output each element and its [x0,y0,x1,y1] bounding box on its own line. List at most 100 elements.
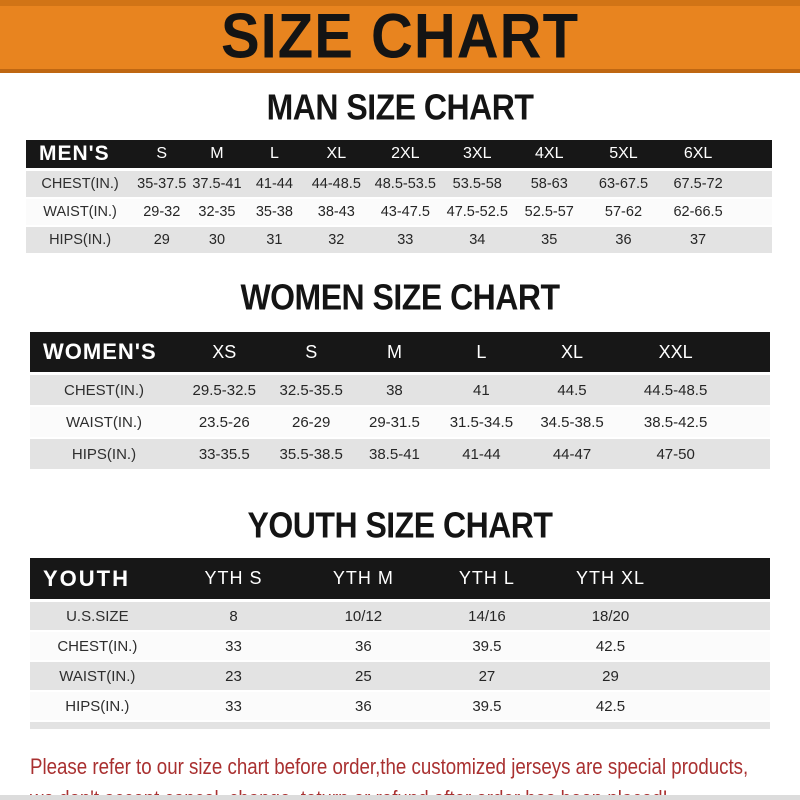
measurement-value: 36 [586,227,661,255]
measurement-value: 29-32 [134,199,190,227]
measurement-row: CHEST(IN.) 33 36 39.5 42.5 [30,632,770,662]
measurement-row: CHEST(IN.) 29.5-32.5 32.5-35.5 38 41 44.5 44.5… [30,375,770,407]
table-bottom-strip [30,722,770,729]
measurement-value: 29-31.5 [351,407,437,439]
order-policy-note: Please refer to our size chart before or… [0,751,800,800]
size-column-header: XL [525,332,619,375]
measurement-value: 35-37.5 [134,171,190,199]
measurement-label: U.S.SIZE [30,602,165,632]
size-table: YOUTH YTH S YTH M YTH L YTH XL U.S.SIZE 8 10/12… [30,558,770,729]
size-column-header: 5XL [586,140,661,171]
measurement-value: 38 [351,375,437,407]
filler-cell [671,602,770,632]
filler-cell [732,439,770,471]
size-column-header: YTH XL [549,558,672,602]
measurement-value: 33-35.5 [178,439,271,471]
size-table-header-row: WOMEN'S XS S M L XL XXL [30,332,770,375]
measurement-value: 32 [304,227,369,255]
measurement-value: 41-44 [436,439,526,471]
filler-cell [735,227,772,255]
measurement-value: 38.5-41 [351,439,437,471]
size-column-header: 6XL [660,140,736,171]
measurement-label: CHEST(IN.) [26,171,135,199]
measurement-value: 29.5-32.5 [178,375,271,407]
filler-cell [735,199,772,227]
measurement-value: 23 [164,662,303,692]
size-table: WOMEN'S XS S M L XL XXL CHEST(IN.) 29.5-32.5 32.5… [30,332,770,471]
filler-cell [671,558,770,602]
measurement-value: 35 [512,227,587,255]
measurement-value: 31.5-34.5 [436,407,526,439]
filler-cell [732,375,770,407]
size-column-header: YTH S [164,558,303,602]
filler-cell [735,140,772,171]
size-table: MEN'S S M L XL 2XL 3XL 4XL 5XL 6XL CHEST(IN.) 35-37… [26,140,772,255]
size-column-header: 3XL [442,140,513,171]
size-column-header: M [189,140,245,171]
size-column-header: XL [304,140,369,171]
size-column-header: S [134,140,190,171]
measurement-value: 34 [442,227,513,255]
measurement-row: HIPS(IN.) 33 36 39.5 42.5 [30,692,770,722]
measurement-row: WAIST(IN.) 23 25 27 29 [30,662,770,692]
women-size-chart-title: WOMEN SIZE CHART [240,276,560,318]
measurement-value: 43-47.5 [368,199,443,227]
measurement-value: 47.5-52.5 [442,199,513,227]
banner-title: SIZE CHART [221,1,579,72]
measurement-row: CHEST(IN.) 35-37.5 37.5-41 41-44 44-48.5 48.5… [26,171,772,199]
measurement-value: 34.5-38.5 [525,407,619,439]
size-column-header: S [270,332,352,375]
measurement-value: 62-66.5 [660,199,736,227]
measurement-value: 44-48.5 [304,171,369,199]
measurement-value: 52.5-57 [512,199,587,227]
measurement-label: CHEST(IN.) [30,632,165,662]
measurement-value: 36 [302,692,425,722]
measurement-value: 27 [424,662,550,692]
filler-cell [732,407,770,439]
measurement-row: HIPS(IN.) 29 30 31 32 33 34 35 36 37 [26,227,772,255]
size-table-header-label: MEN'S [26,140,135,171]
measurement-value: 38.5-42.5 [618,407,733,439]
size-column-header: L [436,332,526,375]
measurement-value: 18/20 [549,602,672,632]
measurement-value: 39.5 [424,632,550,662]
filler-cell [732,332,770,375]
size-table-header-row: MEN'S S M L XL 2XL 3XL 4XL 5XL 6XL [26,140,772,171]
filler-cell [735,171,772,199]
measurement-value: 35.5-38.5 [270,439,352,471]
measurement-value: 47-50 [618,439,733,471]
measurement-value: 33 [164,632,303,662]
size-column-header: 4XL [512,140,587,171]
women-size-chart-section: WOMEN'S XS S M L XL XXL CHEST(IN.) 29.5-32.5 32.5… [30,332,770,471]
measurement-label: WAIST(IN.) [30,407,178,439]
measurement-value: 39.5 [424,692,550,722]
measurement-value: 25 [302,662,425,692]
man-size-chart-title: MAN SIZE CHART [266,86,534,128]
filler-cell [671,692,770,722]
table-bottom-strip-cell [30,722,770,729]
measurement-value: 29 [134,227,190,255]
size-chart-banner: SIZE CHART [0,0,800,73]
size-table-header-label: WOMEN'S [30,332,178,375]
measurement-value: 44.5 [525,375,619,407]
youth-size-chart-section: YOUTH YTH S YTH M YTH L YTH XL U.S.SIZE 8 10/12… [30,558,770,729]
measurement-value: 37.5-41 [189,171,245,199]
measurement-value: 32-35 [189,199,245,227]
measurement-row: WAIST(IN.) 29-32 32-35 35-38 38-43 43-47.5 47.… [26,199,772,227]
measurement-value: 44-47 [525,439,619,471]
measurement-label: HIPS(IN.) [30,692,165,722]
measurement-label: WAIST(IN.) [26,199,135,227]
measurement-value: 10/12 [302,602,425,632]
size-column-header: XXL [618,332,733,375]
size-column-header: YTH M [302,558,425,602]
order-policy-line-1: Please refer to our size chart before or… [30,754,749,779]
measurement-value: 26-29 [270,407,352,439]
measurement-label: HIPS(IN.) [26,227,135,255]
measurement-value: 42.5 [549,632,672,662]
measurement-value: 14/16 [424,602,550,632]
measurement-value: 37 [660,227,736,255]
size-column-header: XS [178,332,271,375]
filler-cell [671,662,770,692]
man-size-chart-section: MEN'S S M L XL 2XL 3XL 4XL 5XL 6XL CHEST(IN.) 35-37… [26,140,772,255]
measurement-value: 41-44 [244,171,305,199]
